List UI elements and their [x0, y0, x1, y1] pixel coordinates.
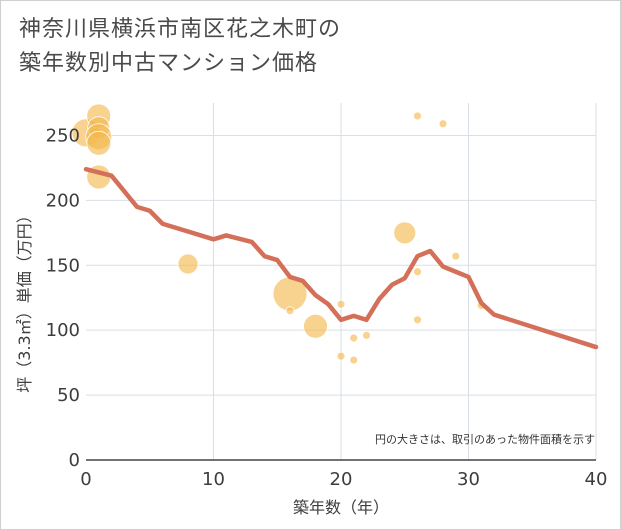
bubble-point: [349, 333, 359, 343]
bubble-point: [177, 253, 199, 275]
trend-line: [83, 166, 599, 350]
y-tick-label: 0: [69, 450, 80, 471]
x-tick-label: 0: [80, 469, 91, 490]
bubble-point: [451, 251, 461, 261]
x-tick-label: 40: [585, 469, 608, 490]
grid-lines: [86, 103, 597, 460]
bubble-point: [285, 306, 295, 316]
y-tick-label: 200: [46, 190, 80, 211]
x-tick-label: 30: [457, 469, 480, 490]
y-tick-label: 250: [46, 125, 80, 146]
bubble-point: [303, 313, 328, 339]
bubble-point: [362, 330, 371, 340]
bubble-point: [413, 111, 422, 121]
axis-ticks: 0 10 20 30 40 0 50 100 150 200 250: [46, 125, 608, 490]
bubble-point: [413, 315, 422, 325]
x-tick-label: 10: [202, 469, 225, 490]
size-note: 円の大きさは、取引のあった物件面積を示す: [375, 432, 595, 446]
y-axis-label: 坪（3.3㎡）単価（万円）: [15, 207, 34, 392]
bubble-point: [393, 221, 417, 245]
trend-series: [83, 166, 599, 350]
y-tick-label: 50: [57, 385, 80, 406]
x-tick-label: 20: [330, 469, 353, 490]
x-axis-label: 築年数（年）: [293, 498, 389, 517]
chart-title-line-1: 神奈川県横浜市南区花之木町の: [19, 17, 342, 42]
bubble-point: [86, 130, 112, 156]
bubble-point: [336, 299, 346, 309]
bubble-point: [349, 355, 359, 365]
chart-title-line-2: 築年数別中古マンション価格: [19, 51, 319, 76]
bubble-point: [336, 351, 346, 361]
chart-title: 神奈川県横浜市南区花之木町の 築年数別中古マンション価格: [19, 13, 341, 81]
y-tick-label: 100: [46, 320, 80, 341]
y-tick-label: 150: [46, 255, 80, 276]
bubble-point: [413, 267, 422, 277]
bubble-point: [438, 119, 448, 129]
